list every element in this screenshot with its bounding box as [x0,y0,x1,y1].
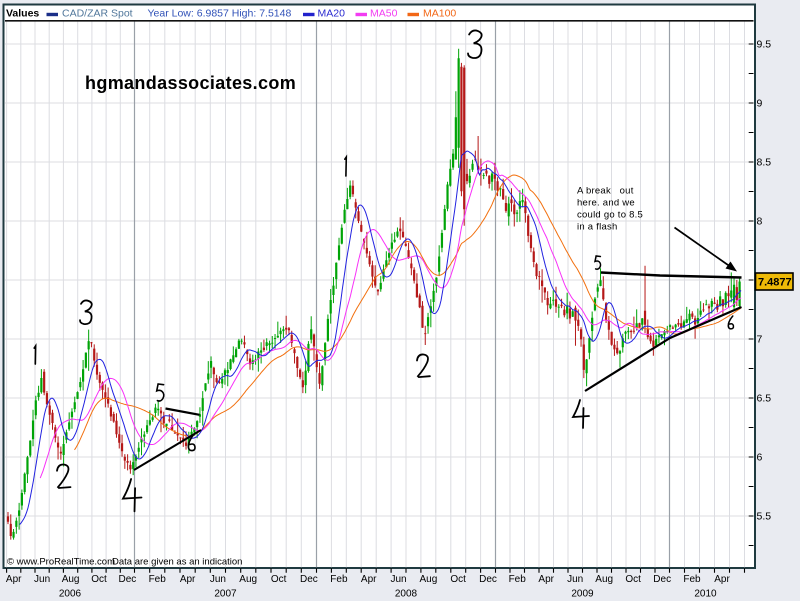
svg-text:Dec: Dec [479,574,497,585]
svg-text:Aug: Aug [420,574,438,585]
svg-text:2008: 2008 [395,589,418,600]
svg-text:Aug: Aug [239,574,257,585]
svg-text:Jun: Jun [390,574,406,585]
svg-text:Apr: Apr [180,574,196,585]
svg-text:9: 9 [757,98,763,110]
svg-text:Values: Values [6,8,39,20]
svg-text:Data are given as an indicatio: Data are given as an indication [112,557,242,568]
svg-text:6.5: 6.5 [757,393,772,405]
svg-text:A break out: A break out [577,186,634,197]
svg-text:7.4877: 7.4877 [758,277,792,289]
svg-text:Dec: Dec [653,574,671,585]
svg-text:Apr: Apr [714,574,730,585]
svg-text:here. and we: here. and we [577,198,635,209]
svg-text:© www.ProRealTime.com: © www.ProRealTime.com [7,557,115,568]
svg-text:2006: 2006 [59,589,82,600]
svg-text:Oct: Oct [271,574,287,585]
svg-text:Oct: Oct [625,574,641,585]
svg-text:9.5: 9.5 [757,39,772,51]
svg-text:hgmandassociates.com: hgmandassociates.com [85,73,296,93]
svg-text:Apr: Apr [361,574,377,585]
svg-text:Year Low: 6.9857 High: 7.5148: Year Low: 6.9857 High: 7.5148 [148,8,292,20]
svg-text:Aug: Aug [595,574,613,585]
svg-text:6: 6 [757,452,763,464]
svg-text:MA100: MA100 [423,8,456,20]
svg-text:Dec: Dec [300,574,318,585]
svg-text:Jun: Jun [567,574,583,585]
svg-text:2007: 2007 [214,589,237,600]
svg-text:5.5: 5.5 [757,511,772,523]
svg-text:Feb: Feb [330,574,348,585]
svg-text:Feb: Feb [509,574,527,585]
svg-text:2009: 2009 [571,589,594,600]
svg-text:Feb: Feb [149,574,167,585]
svg-text:8: 8 [757,216,763,228]
svg-text:MA50: MA50 [370,8,398,20]
svg-text:CAD/ZAR Spot: CAD/ZAR Spot [62,8,133,20]
svg-text:Dec: Dec [119,574,137,585]
svg-text:could go to 8.5: could go to 8.5 [577,210,643,221]
svg-text:2010: 2010 [694,589,717,600]
svg-text:Apr: Apr [6,574,22,585]
svg-text:7: 7 [757,334,763,346]
svg-text:Aug: Aug [62,574,80,585]
svg-text:in a flash: in a flash [577,222,618,233]
svg-text:Jun: Jun [210,574,226,585]
svg-text:Jun: Jun [34,574,50,585]
svg-text:Oct: Oct [450,574,466,585]
svg-text:8.5: 8.5 [757,157,772,169]
svg-text:Feb: Feb [683,574,701,585]
svg-text:Apr: Apr [538,574,554,585]
svg-text:Oct: Oct [91,574,107,585]
svg-text:MA20: MA20 [318,8,346,20]
